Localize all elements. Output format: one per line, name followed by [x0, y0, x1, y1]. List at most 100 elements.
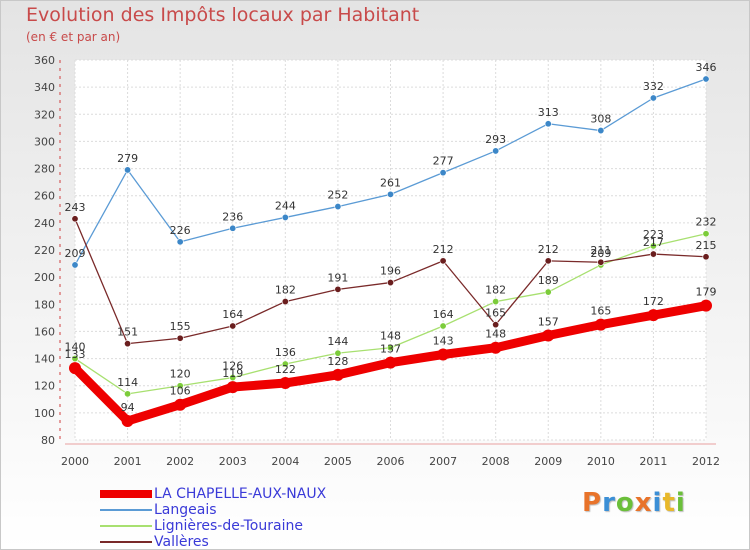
legend-swatch [100, 509, 152, 511]
data-label: 261 [380, 176, 401, 189]
data-point [124, 166, 132, 174]
legend-swatch [100, 490, 152, 498]
chart-subtitle: (en € et par an) [26, 30, 121, 44]
series-la-chapelle-aux-naux: 133 94 106 119 122 128 137 143 148 157 165 172 179 [65, 286, 717, 427]
data-label: 140 [65, 341, 86, 354]
data-point [176, 334, 184, 342]
data-label: 212 [433, 243, 454, 256]
data-point [176, 382, 184, 390]
legend-label: Lignières-de-Touraine [154, 518, 303, 534]
legend-label: LA CHAPELLE-AUX-NAUX [154, 486, 327, 502]
data-point [437, 348, 450, 361]
data-point [229, 374, 237, 382]
data-label: 243 [65, 201, 86, 214]
data-point [649, 242, 657, 250]
data-label: 119 [222, 367, 243, 380]
data-label: 252 [327, 189, 348, 202]
data-point [71, 215, 79, 223]
data-point [439, 257, 447, 265]
data-point [386, 279, 394, 287]
data-point [174, 398, 187, 411]
y-tick-label: 220 [34, 244, 55, 257]
legend-swatch [100, 541, 152, 543]
data-label: 165 [485, 307, 506, 320]
data-label: 226 [170, 224, 191, 237]
data-label: 155 [170, 320, 191, 333]
data-point [439, 169, 447, 177]
data-point [544, 257, 552, 265]
y-tick-label: 360 [34, 54, 55, 67]
data-point [492, 321, 500, 329]
x-tick-label: 2012 [692, 455, 720, 468]
data-label: 114 [117, 376, 138, 389]
data-label: 106 [170, 385, 191, 398]
data-point [124, 390, 132, 398]
y-tick-label: 200 [34, 271, 55, 284]
data-label: 313 [538, 106, 559, 119]
data-point [281, 360, 289, 368]
data-label: 122 [275, 363, 296, 376]
data-point [702, 253, 710, 261]
data-point [281, 298, 289, 306]
data-label: 279 [117, 152, 138, 165]
data-label: 179 [696, 286, 717, 299]
y-tick-label: 80 [41, 434, 55, 447]
x-tick-label: 2007 [429, 455, 457, 468]
data-point [702, 230, 710, 238]
data-point [439, 322, 447, 330]
x-tick-label: 2002 [166, 455, 194, 468]
x-tick-label: 2010 [587, 455, 615, 468]
data-label: 215 [696, 239, 717, 252]
data-label: 232 [696, 216, 717, 229]
data-point [229, 224, 237, 232]
data-point [69, 362, 81, 375]
data-label: 151 [117, 326, 138, 339]
data-label: 332 [643, 80, 664, 93]
data-point [121, 415, 134, 427]
y-tick-label: 240 [34, 217, 55, 230]
y-tick-label: 100 [34, 407, 55, 420]
series-vall-res: 243 151 155 164 182 191 196 212 165 212 211 217 215 [65, 201, 717, 348]
data-label: 191 [327, 271, 348, 284]
data-point [649, 250, 657, 258]
data-point [226, 381, 239, 394]
x-tick-label: 2001 [114, 455, 142, 468]
data-label: 172 [643, 295, 664, 308]
data-label: 196 [380, 265, 401, 278]
data-point [544, 288, 552, 296]
data-point [71, 261, 79, 269]
x-tick-label: 2008 [482, 455, 510, 468]
y-tick-label: 120 [34, 380, 55, 393]
data-label: 182 [485, 284, 506, 297]
data-label: 217 [643, 236, 664, 249]
data-point [71, 355, 79, 363]
data-point [384, 356, 397, 369]
data-label: 144 [327, 335, 348, 348]
data-label: 189 [538, 274, 559, 287]
data-label: 308 [590, 113, 611, 126]
data-label: 209 [590, 247, 611, 260]
data-point [386, 344, 394, 352]
data-point [176, 238, 184, 246]
y-tick-label: 140 [34, 353, 55, 366]
data-label: 236 [222, 210, 243, 223]
data-label: 128 [327, 355, 348, 368]
data-point [229, 322, 237, 330]
y-tick-label: 280 [34, 163, 55, 176]
y-tick-label: 260 [34, 190, 55, 203]
data-label: 165 [590, 305, 611, 318]
data-label: 133 [65, 348, 86, 361]
data-point [702, 75, 710, 83]
legend-swatch [100, 525, 152, 527]
data-point [597, 127, 605, 135]
data-label: 182 [275, 284, 296, 297]
data-point [279, 377, 292, 389]
data-label: 143 [433, 335, 454, 348]
x-tick-label: 2003 [219, 455, 247, 468]
x-tick-label: 2009 [534, 455, 562, 468]
data-label: 277 [433, 155, 454, 168]
y-tick-label: 160 [34, 325, 55, 338]
data-point [281, 213, 289, 221]
data-label: 157 [538, 316, 559, 329]
